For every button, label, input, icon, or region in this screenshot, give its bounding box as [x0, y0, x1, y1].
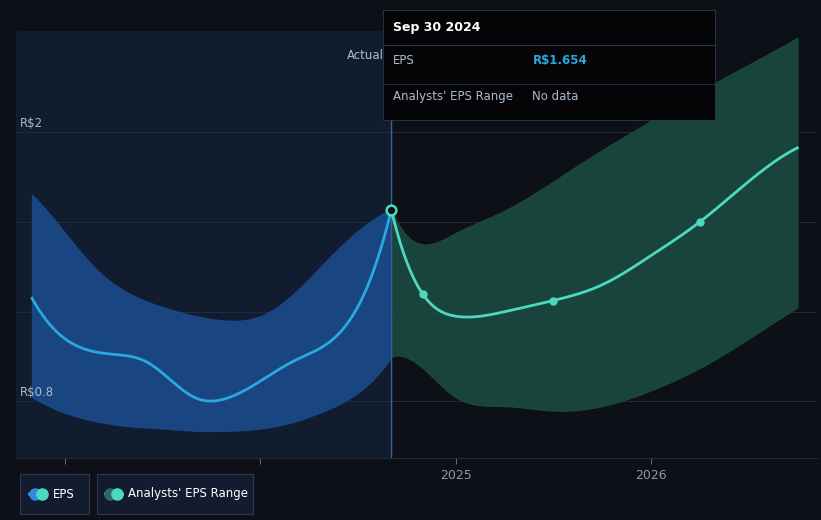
- Text: Analysts Forecasts: Analysts Forecasts: [399, 49, 509, 62]
- Text: EPS: EPS: [53, 488, 75, 500]
- Bar: [16, 31, 392, 458]
- Text: EPS: EPS: [393, 54, 415, 67]
- Text: Analysts' EPS Range: Analysts' EPS Range: [129, 488, 249, 500]
- FancyBboxPatch shape: [20, 474, 89, 514]
- Text: R$1.654: R$1.654: [532, 54, 587, 67]
- Text: Analysts' EPS Range: Analysts' EPS Range: [393, 90, 513, 103]
- Text: Sep 30 2024: Sep 30 2024: [393, 21, 480, 34]
- Text: R$0.8: R$0.8: [21, 386, 54, 399]
- Text: No data: No data: [532, 90, 579, 103]
- FancyBboxPatch shape: [98, 474, 253, 514]
- Text: R$2: R$2: [21, 117, 44, 130]
- Text: Actual: Actual: [346, 49, 383, 62]
